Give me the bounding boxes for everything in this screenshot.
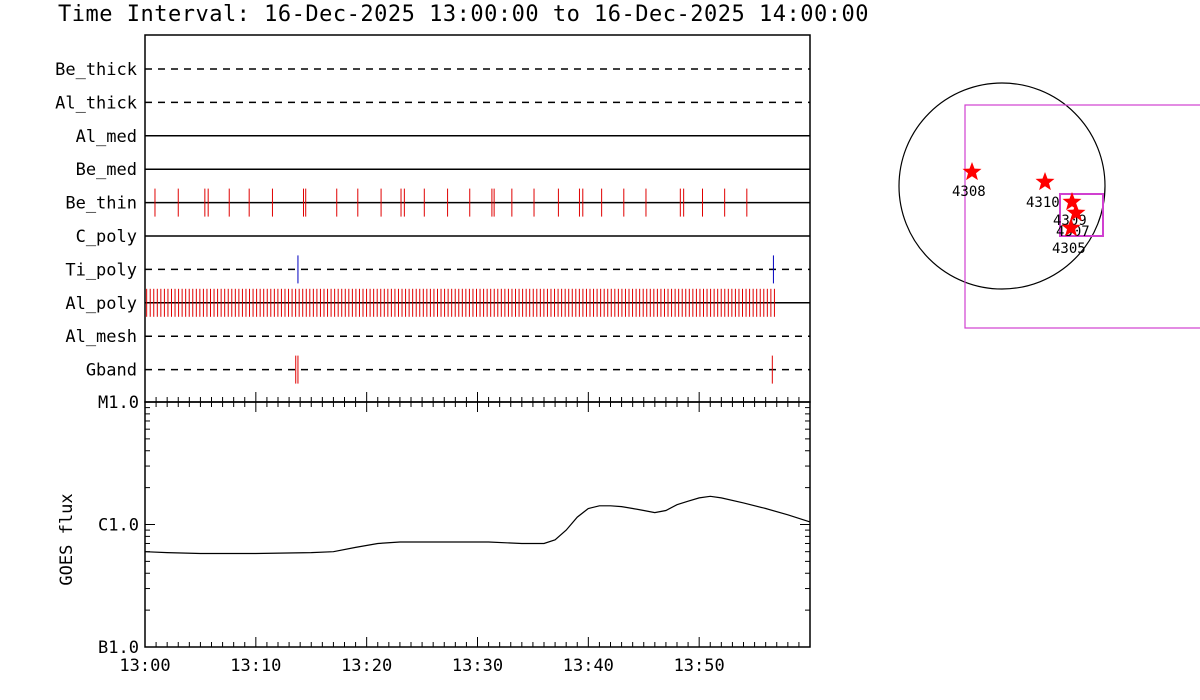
row-label: Al_poly <box>65 294 137 314</box>
y-tick-label: B1.0 <box>98 638 139 658</box>
row-be-med: Be_med <box>76 160 810 180</box>
region-4310: 4310 <box>1026 172 1060 211</box>
y-tick-label: M1.0 <box>98 393 139 413</box>
detector-rows-panel: Be_thick Al_thick Al_med Be_med Be_thin C_pol… <box>55 34 811 403</box>
row-label: Ti_poly <box>65 260 137 280</box>
x-tick-label: 13:30 <box>452 656 503 676</box>
row-label: Be_thin <box>65 194 137 214</box>
region-star-marker <box>1061 218 1081 237</box>
goes-flux-line <box>144 495 811 555</box>
x-tick-label: 13:40 <box>563 656 614 676</box>
x-tick-label: 13:00 <box>119 656 170 676</box>
x-tick-label: 13:20 <box>341 656 392 676</box>
row-label: Al_thick <box>55 93 137 113</box>
fine-view-box <box>1059 193 1104 237</box>
time-interval-title: Time Interval: 16-Dec-2025 13:00:00 to 1… <box>58 2 869 27</box>
x-tick-label: 13:50 <box>674 656 725 676</box>
solar-disk-map: 43084310430943074305 <box>898 82 1200 329</box>
row-label: C_poly <box>76 227 137 247</box>
region-label: 4310 <box>1026 195 1060 211</box>
region-4308: 4308 <box>952 162 986 200</box>
rows-frame <box>144 34 811 403</box>
row-ti-poly: Ti_poly <box>65 255 810 284</box>
row-al-thick: Al_thick <box>55 93 810 113</box>
row-label: Al_mesh <box>65 327 137 347</box>
row-be-thin: Be_thin <box>65 188 810 217</box>
region-label: 4308 <box>952 184 986 200</box>
region-star-marker <box>1035 172 1055 191</box>
y-axis-label: GOES flux <box>57 493 77 585</box>
goes-flux-panel: M1.0 C1.0 B1.0 GOES flux 13:00 13:10 13:20 13:3… <box>57 393 811 676</box>
region-4305: 4305 <box>1052 218 1086 257</box>
goes-frame <box>144 401 811 648</box>
row-gband: Gband <box>86 355 810 384</box>
row-label: Gband <box>86 361 137 381</box>
region-star-marker <box>1062 192 1082 211</box>
row-al-poly: Al_poly <box>65 288 810 317</box>
row-al-mesh: Al_mesh <box>65 327 810 347</box>
region-star-marker <box>1066 203 1086 222</box>
row-label: Be_med <box>76 160 137 180</box>
x-tick-label: 13:10 <box>230 656 281 676</box>
field-of-view-box <box>964 104 1200 329</box>
row-label: Be_thick <box>55 60 137 80</box>
region-label: 4305 <box>1052 241 1086 257</box>
row-label: Al_med <box>76 127 137 147</box>
row-c-poly: C_poly <box>76 227 810 247</box>
row-al-med: Al_med <box>76 127 810 147</box>
row-be-thick: Be_thick <box>55 60 810 80</box>
region-star-marker <box>962 162 982 181</box>
solar-disk <box>898 82 1106 290</box>
y-tick-label: C1.0 <box>98 516 139 536</box>
